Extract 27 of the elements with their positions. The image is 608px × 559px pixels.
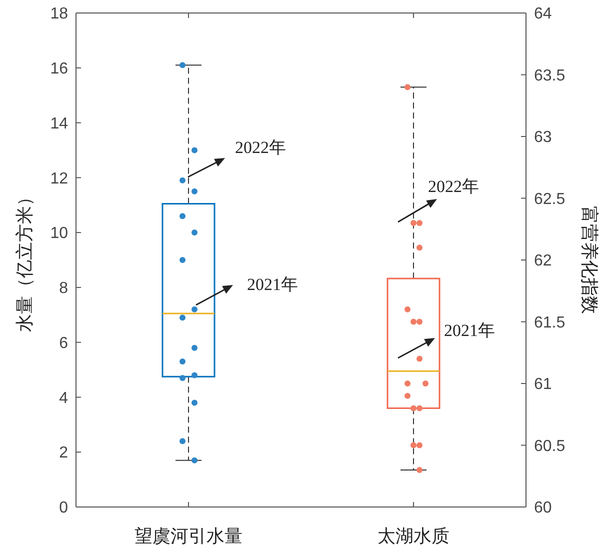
y-tick-label: 16: [50, 60, 68, 78]
annotation: 2022年: [235, 138, 286, 157]
y2-tick-label: 64: [534, 6, 552, 23]
y-tick-label: 6: [59, 334, 68, 352]
y-tick-label: 10: [50, 225, 68, 242]
y2-tick-label: 62: [534, 252, 552, 270]
y-tick-label: 4: [59, 390, 68, 407]
annotation: 2022年: [428, 177, 479, 196]
y-tick-label: 0: [59, 500, 68, 517]
y-tick-label: 18: [50, 6, 68, 23]
y2-tick-label: 60.5: [534, 438, 566, 455]
y2-tick-label: 60: [534, 500, 552, 517]
y2-tick-label: 63: [534, 129, 552, 146]
y-tick-label: 14: [50, 115, 68, 132]
y-tick-label: 8: [59, 280, 68, 298]
y2-axis-title: 富营养化指数: [580, 206, 600, 314]
x-tick-label: 太湖水质: [378, 526, 450, 546]
y-tick-label: 2: [59, 444, 68, 462]
y-axis-title: 水量（亿立方米）: [14, 188, 34, 332]
annotation: 2021年: [444, 321, 495, 340]
y2-tick-label: 61.5: [534, 314, 566, 332]
y2-tick-label: 61: [534, 376, 552, 394]
y-tick-label: 12: [50, 170, 68, 188]
y2-tick-label: 62.5: [534, 190, 566, 208]
annotation: 2021年: [247, 275, 298, 294]
x-tick-label: 望虞河引水量: [134, 526, 242, 546]
y2-tick-label: 63.5: [534, 67, 566, 84]
